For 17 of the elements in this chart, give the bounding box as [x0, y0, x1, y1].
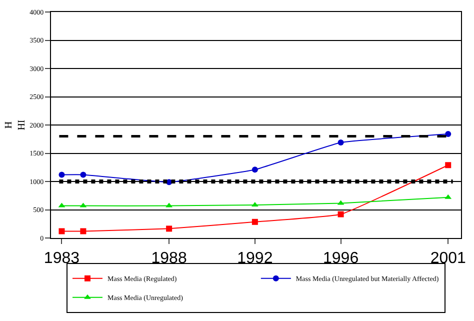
point: [80, 172, 86, 178]
point: [80, 228, 86, 234]
x-tick-label: 1996: [322, 250, 359, 268]
point: [166, 226, 172, 232]
x-tick-label: 2001: [430, 250, 466, 268]
x-tick-label: 1988: [151, 250, 187, 268]
point: [252, 218, 258, 225]
y-axis-title: H HI: [4, 120, 28, 130]
x-tick-label: 1992: [237, 250, 273, 268]
point: [58, 228, 65, 234]
point: [252, 166, 258, 173]
point: [338, 140, 344, 146]
point: [445, 131, 452, 138]
x-tick-label: 1983: [44, 250, 80, 268]
point: [338, 211, 344, 218]
point: [445, 162, 452, 168]
point: [58, 172, 65, 178]
